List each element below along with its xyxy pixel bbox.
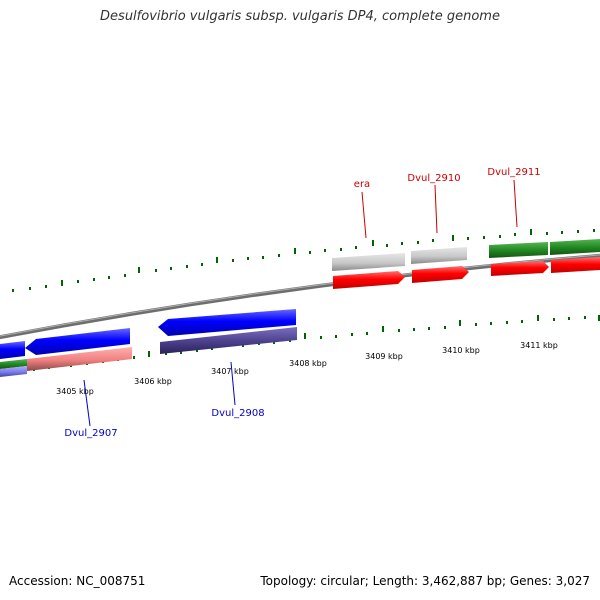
gene-label-dvul-2907[interactable]: Dvul_2907 bbox=[64, 428, 117, 439]
leader-line-dvul-2907 bbox=[83, 379, 91, 427]
rna-feature-left-edge-lower[interactable] bbox=[0, 366, 27, 377]
gene-feature-right-edge-green[interactable] bbox=[550, 239, 600, 255]
gene-feature-dvul-2911[interactable] bbox=[491, 261, 549, 276]
gene-feature-dvul-2910[interactable] bbox=[412, 266, 469, 283]
gene-feature-right-edge-red[interactable] bbox=[551, 257, 600, 273]
accession-label: Accession: NC_008751 bbox=[9, 574, 146, 588]
scale-label: 3406 kbp bbox=[134, 377, 172, 386]
gene-feature-era[interactable] bbox=[333, 271, 405, 289]
gene-feature-dvul-2907[interactable] bbox=[25, 328, 130, 355]
upper-tick-row bbox=[12, 229, 595, 292]
scale-label: 3410 kbp bbox=[442, 346, 480, 355]
leader-line-dvul-2910 bbox=[434, 184, 438, 234]
domain-feature-dvul-2910[interactable] bbox=[411, 247, 467, 264]
leader-line-dvul-2911 bbox=[513, 179, 518, 228]
gene-label-dvul-2908[interactable]: Dvul_2908 bbox=[211, 408, 264, 419]
scale-label: 3405 kbp bbox=[56, 387, 94, 396]
protein-feature-dvul-2907[interactable] bbox=[27, 347, 132, 371]
domain-feature-era[interactable] bbox=[332, 253, 405, 271]
protein-feature-dvul-2908[interactable] bbox=[160, 327, 297, 354]
gene-label-dvul-2910[interactable]: Dvul_2910 bbox=[407, 173, 460, 184]
gene-feature-left-edge[interactable] bbox=[0, 341, 25, 359]
gene-label-era[interactable]: era bbox=[354, 179, 370, 190]
leader-line-dvul-2908 bbox=[230, 361, 236, 406]
gene-feature-dvul-2911-green[interactable] bbox=[489, 242, 548, 258]
scale-label: 3409 kbp bbox=[365, 352, 403, 361]
gene-feature-dvul-2908[interactable] bbox=[158, 309, 296, 336]
topology-label: Topology: circular; Length: 3,462,887 bp… bbox=[260, 574, 590, 588]
leader-line-era bbox=[361, 191, 367, 239]
genome-title: Desulfovibrio vulgaris subsp. vulgaris D… bbox=[100, 9, 500, 24]
rna-feature-left-edge[interactable] bbox=[0, 359, 27, 369]
scale-label: 3408 kbp bbox=[289, 359, 327, 368]
gene-label-dvul-2911[interactable]: Dvul_2911 bbox=[487, 167, 540, 178]
scale-label: 3407 kbp bbox=[211, 367, 249, 376]
scale-label: 3411 kbp bbox=[520, 341, 558, 350]
